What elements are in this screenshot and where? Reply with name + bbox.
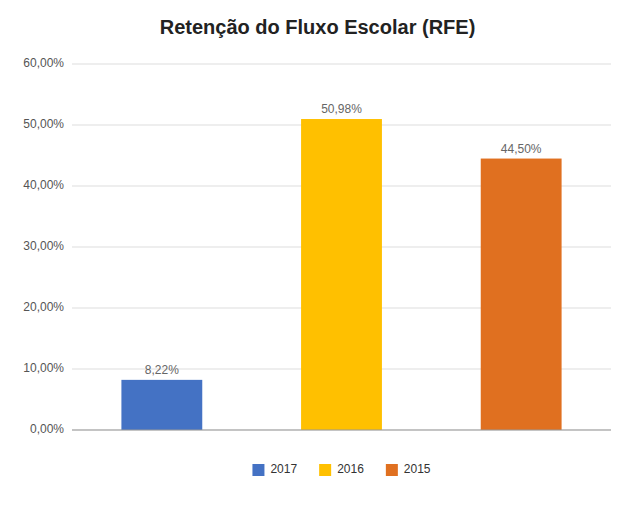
data-label: 8,22%	[145, 363, 179, 377]
x-axis-line	[72, 430, 611, 431]
legend-item: 2015	[386, 462, 431, 476]
legend-item: 2017	[252, 462, 297, 476]
y-axis: 0,00% 10,00% 20,00% 30,00% 40,00% 50,00% 60,00…	[23, 56, 611, 436]
grid-line	[72, 64, 611, 65]
legend-label: 2015	[404, 462, 431, 476]
data-label: 44,50%	[501, 142, 542, 156]
chart-container: Retenção do Fluxo Escolar (RFE) 0,00% 10,0…	[0, 0, 635, 515]
legend-label: 2016	[337, 462, 364, 476]
legend-item: 2016	[319, 462, 364, 476]
bars	[121, 119, 561, 430]
y-tick-label: 0,00%	[30, 422, 64, 436]
bar	[121, 380, 202, 430]
y-tick-label: 30,00%	[23, 239, 64, 253]
legend-swatch	[252, 464, 264, 476]
grid-line	[72, 430, 611, 431]
legend-swatch	[386, 464, 398, 476]
y-tick-label: 60,00%	[23, 56, 64, 70]
bar	[481, 159, 562, 430]
legend-label: 2017	[270, 462, 297, 476]
y-tick-label: 20,00%	[23, 300, 64, 314]
data-labels: 8,22% 50,98% 44,50%	[145, 102, 542, 377]
y-tick-label: 40,00%	[23, 178, 64, 192]
chart: Retenção do Fluxo Escolar (RFE) 0,00% 10,0…	[0, 0, 635, 515]
data-label: 50,98%	[321, 102, 362, 116]
y-tick-label: 10,00%	[23, 361, 64, 375]
y-tick-label: 50,00%	[23, 117, 64, 131]
legend: 2017 2016 2015	[252, 462, 430, 476]
title: Retenção do Fluxo Escolar (RFE)	[160, 16, 476, 38]
page: {"chart_data": {"type": "bar", "title": …	[0, 0, 635, 515]
bar	[301, 119, 382, 430]
legend-swatch	[319, 464, 331, 476]
